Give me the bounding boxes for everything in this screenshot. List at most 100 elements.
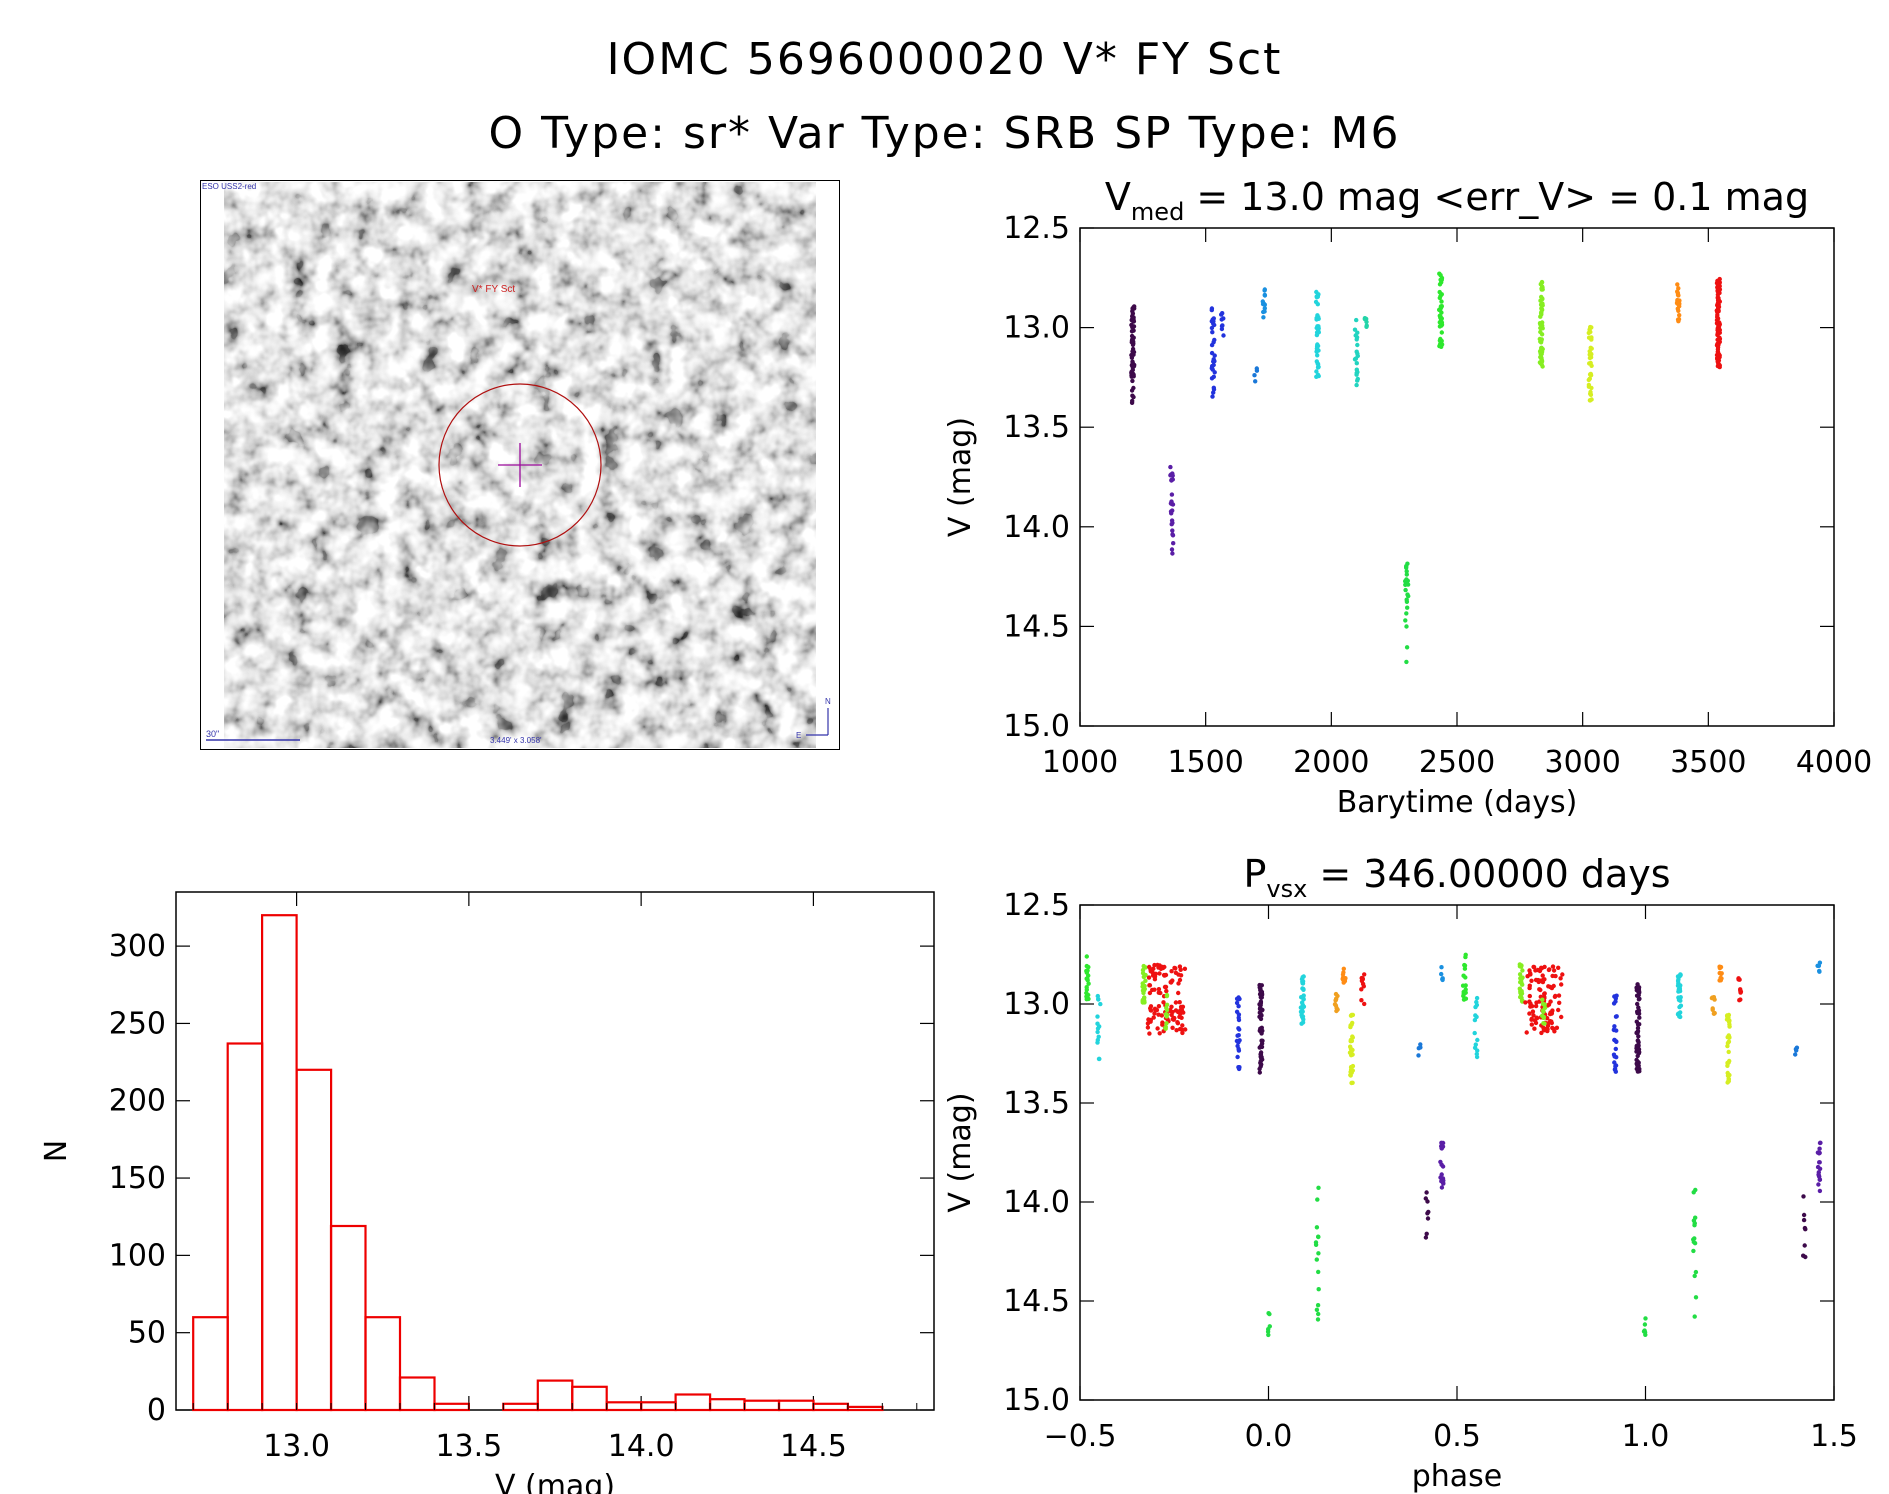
histogram-bar xyxy=(674,1393,712,1412)
data-point xyxy=(1715,282,1721,287)
data-point xyxy=(1675,978,1681,984)
data-point xyxy=(1586,382,1592,388)
data-point xyxy=(1349,1070,1354,1075)
data-point xyxy=(1714,343,1720,348)
compass-icon xyxy=(806,708,829,736)
data-point xyxy=(1404,611,1409,616)
data-point xyxy=(1540,303,1545,308)
data-point xyxy=(1212,337,1217,343)
histogram-bar xyxy=(226,1042,264,1412)
data-point xyxy=(1359,987,1364,992)
data-point xyxy=(1236,1033,1241,1038)
data-point xyxy=(1253,379,1258,384)
data-point xyxy=(1300,1009,1305,1014)
data-point xyxy=(1538,354,1544,359)
data-point xyxy=(1439,1162,1444,1167)
page-subtitle: O Type: sr* Var Type: SRB SP Type: M6 xyxy=(488,108,1401,159)
x-tick-label: −0.5 xyxy=(1044,1419,1117,1454)
data-point xyxy=(1539,1030,1544,1036)
data-point xyxy=(1084,985,1089,990)
y-axis-label: V (mag) xyxy=(943,417,978,537)
data-point xyxy=(1362,316,1368,321)
data-point xyxy=(1261,315,1266,320)
data-point xyxy=(1130,378,1135,384)
data-point xyxy=(1634,1066,1640,1072)
data-point xyxy=(1559,1014,1564,1020)
data-point xyxy=(1816,963,1822,968)
data-point xyxy=(1614,1039,1619,1044)
data-point xyxy=(1737,977,1742,982)
data-point xyxy=(1257,1045,1262,1050)
data-point xyxy=(1793,1052,1798,1057)
data-point xyxy=(1404,572,1410,577)
data-point xyxy=(1095,1040,1100,1045)
data-point xyxy=(1169,492,1175,497)
data-point xyxy=(1533,1003,1539,1009)
data-point xyxy=(1145,1025,1151,1030)
data-point xyxy=(1262,302,1268,307)
data-point xyxy=(1162,964,1167,970)
data-point xyxy=(1140,981,1145,986)
data-point xyxy=(1300,986,1305,991)
data-point xyxy=(1518,976,1523,981)
data-point xyxy=(1532,1026,1537,1031)
data-point xyxy=(1539,358,1545,363)
data-point xyxy=(1550,964,1556,969)
data-point xyxy=(1086,964,1091,970)
data-point xyxy=(1463,990,1468,995)
x-tick-label: 14.0 xyxy=(608,1429,675,1464)
data-point xyxy=(1635,1028,1641,1034)
data-point xyxy=(1539,279,1545,285)
data-point xyxy=(1211,390,1216,395)
data-point xyxy=(1258,1052,1263,1057)
data-point xyxy=(1440,977,1445,983)
data-point xyxy=(1315,1303,1321,1308)
data-point xyxy=(1364,323,1369,328)
data-point xyxy=(1463,983,1468,988)
data-point xyxy=(1474,995,1480,1001)
data-point xyxy=(1677,986,1683,992)
data-point xyxy=(1794,1045,1800,1050)
data-point xyxy=(1612,994,1617,999)
data-point xyxy=(1636,1034,1641,1039)
data-point xyxy=(1462,966,1468,971)
histogram-bar xyxy=(261,914,298,1412)
data-point xyxy=(1643,1332,1648,1338)
histogram-bar xyxy=(329,1224,367,1412)
data-point xyxy=(1169,1004,1174,1009)
data-point xyxy=(1517,962,1523,967)
data-point xyxy=(1675,306,1681,311)
data-point xyxy=(1170,520,1175,526)
data-point xyxy=(1523,1000,1528,1005)
data-point xyxy=(1678,1003,1684,1008)
data-point xyxy=(1147,983,1153,988)
data-point xyxy=(1613,1046,1619,1052)
data-point xyxy=(1613,999,1618,1004)
data-point xyxy=(1463,954,1468,960)
data-point xyxy=(1726,1049,1731,1055)
data-point xyxy=(1588,391,1593,396)
data-point xyxy=(1209,366,1215,371)
data-point xyxy=(1355,378,1360,383)
data-point xyxy=(1315,1197,1320,1202)
data-point xyxy=(1170,1025,1175,1031)
data-point xyxy=(1474,1051,1480,1057)
data-point xyxy=(1210,330,1215,335)
data-point xyxy=(1716,308,1721,313)
data-point xyxy=(1129,355,1135,360)
data-point xyxy=(1086,981,1091,986)
scale-label: 30" xyxy=(206,729,219,739)
data-point xyxy=(1316,1234,1321,1240)
data-point xyxy=(1131,319,1136,324)
data-point xyxy=(1404,565,1409,570)
data-point xyxy=(1539,310,1544,315)
y-tick-label: 200 xyxy=(109,1084,166,1119)
data-point xyxy=(1237,1027,1242,1032)
data-point xyxy=(1170,532,1175,537)
data-point xyxy=(1439,305,1444,310)
data-point xyxy=(1084,994,1089,999)
data-point xyxy=(1423,1235,1429,1240)
data-point xyxy=(1130,367,1136,373)
data-point xyxy=(1715,314,1720,320)
data-point xyxy=(1461,973,1466,978)
